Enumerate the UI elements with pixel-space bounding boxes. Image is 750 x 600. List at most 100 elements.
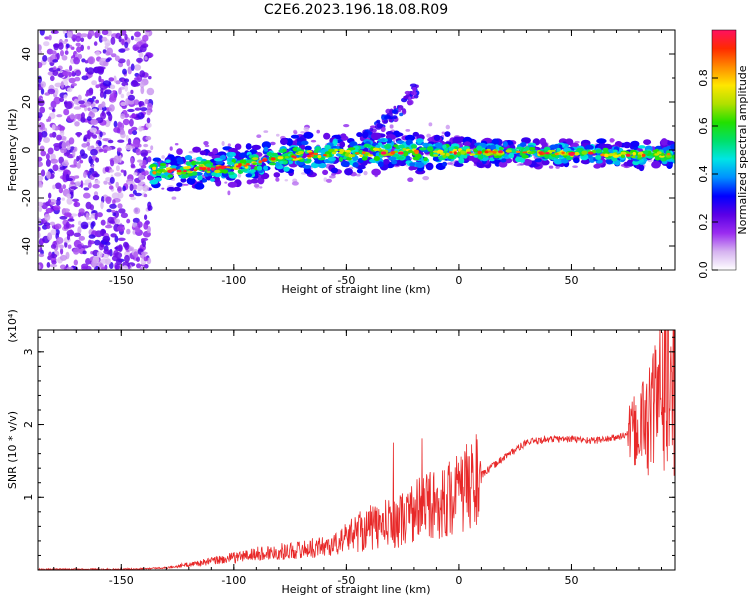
noise-speckle — [123, 78, 130, 83]
noise-speckle — [140, 86, 145, 95]
drift-feature-mark — [369, 127, 374, 132]
noise-speckle — [124, 41, 129, 48]
halo-speckle — [203, 141, 209, 146]
noise-speckle — [92, 184, 100, 189]
noise-speckle — [80, 180, 84, 189]
noise-speckle — [141, 251, 148, 255]
noise-speckle — [98, 35, 103, 43]
noise-speckle — [146, 109, 151, 116]
ridge-mark — [250, 169, 256, 173]
noise-speckle — [90, 148, 98, 156]
noise-speckle — [126, 218, 131, 224]
noise-speckle — [140, 149, 149, 157]
colorbar: 0.0 0.2 0.4 0.6 0.8 Normalized spectral ampl… — [697, 29, 749, 279]
noise-speckle — [70, 186, 78, 190]
noise-speckle — [100, 87, 104, 94]
ridge-mark — [227, 181, 238, 188]
halo-speckle — [276, 133, 280, 137]
noise-speckle — [47, 147, 54, 155]
ridge-mark — [477, 150, 482, 155]
noise-speckle — [143, 143, 149, 148]
noise-speckle — [103, 254, 109, 259]
noise-speckle — [137, 221, 143, 228]
noise-speckle — [38, 161, 43, 168]
ridge-mark — [587, 151, 594, 155]
ridge-mark — [161, 174, 166, 179]
noise-speckle — [38, 253, 45, 258]
colorbar-ticks: 0.0 0.2 0.4 0.6 0.8 — [697, 69, 718, 279]
noise-speckle — [57, 125, 66, 131]
x-tick-label: 0 — [455, 274, 462, 287]
halo-speckle — [555, 165, 560, 169]
noise-speckle — [60, 248, 64, 255]
drift-feature-mark — [408, 96, 412, 101]
ridge-mark — [415, 161, 425, 168]
noise-speckle — [61, 141, 67, 150]
ridge-mark — [377, 161, 384, 168]
ridge-mark — [498, 150, 503, 154]
drift-feature-mark — [391, 109, 398, 114]
noise-speckle — [96, 212, 103, 218]
ridge-mark — [580, 159, 590, 164]
ridge-mark — [491, 138, 499, 146]
noise-speckle — [127, 138, 132, 145]
halo-speckle — [426, 133, 431, 138]
noise-speckle — [113, 75, 117, 83]
ridge-mark — [443, 148, 449, 152]
ridge-mark — [327, 156, 337, 162]
noise-speckle — [108, 104, 115, 112]
ridge-mark — [607, 149, 615, 153]
halo-speckle — [363, 170, 368, 176]
noise-speckle — [74, 121, 80, 127]
noise-speckle — [39, 106, 46, 114]
noise-speckle — [138, 101, 145, 106]
y-tick-label: 1 — [22, 494, 35, 501]
noise-speckle — [83, 187, 90, 191]
noise-speckle — [94, 180, 101, 185]
noise-speckle — [67, 87, 73, 93]
ridge-mark — [541, 152, 546, 155]
snr-multiplier: (x10⁴) — [6, 309, 19, 343]
noise-speckle — [126, 228, 131, 235]
noise-speckle — [73, 158, 77, 167]
ridge-mark — [251, 144, 261, 150]
noise-speckle — [95, 99, 99, 104]
drift-feature-mark — [403, 95, 408, 100]
drift-feature-mark — [406, 99, 414, 106]
ridge-mark — [215, 160, 224, 165]
ridge-mark — [274, 161, 281, 167]
ridge-mark — [502, 141, 508, 148]
noise-speckle — [70, 181, 75, 185]
noise-speckle — [45, 153, 50, 160]
ridge-mark — [660, 138, 668, 146]
noise-speckle — [81, 75, 89, 81]
noise-speckle — [59, 166, 66, 171]
noise-speckle — [145, 136, 152, 141]
noise-speckle — [81, 245, 90, 249]
noise-speckle — [78, 208, 85, 214]
noise-speckle — [142, 34, 149, 42]
ridge-mark — [452, 136, 462, 145]
noise-speckle — [81, 153, 88, 159]
halo-speckle — [284, 179, 289, 182]
ridge-mark — [252, 162, 258, 165]
ridge-mark — [328, 148, 335, 152]
snr-frame — [37, 329, 676, 571]
halo-speckle — [548, 165, 554, 169]
ridge-mark — [528, 147, 536, 151]
ridge-mark — [261, 141, 272, 149]
ridge-mark — [377, 138, 386, 142]
ridge-mark — [293, 155, 297, 159]
ridge-mark — [388, 156, 397, 161]
ridge-mark — [561, 151, 565, 155]
noise-speckle — [130, 35, 134, 41]
ridge-mark — [523, 158, 532, 166]
ridge-mark — [197, 174, 203, 181]
x-tick-label: -150 — [109, 274, 134, 287]
noise-speckle — [38, 50, 43, 55]
noise-speckle — [90, 119, 99, 126]
noise-speckle — [101, 30, 109, 36]
y-tick-label: 40 — [20, 47, 33, 61]
noise-speckle — [134, 31, 141, 38]
noise-speckle — [40, 81, 46, 88]
